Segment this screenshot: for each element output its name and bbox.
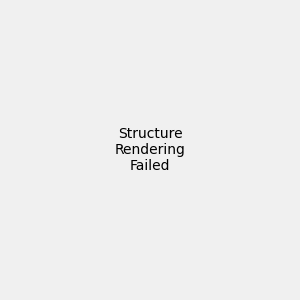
- Text: Structure
Rendering
Failed: Structure Rendering Failed: [115, 127, 185, 173]
